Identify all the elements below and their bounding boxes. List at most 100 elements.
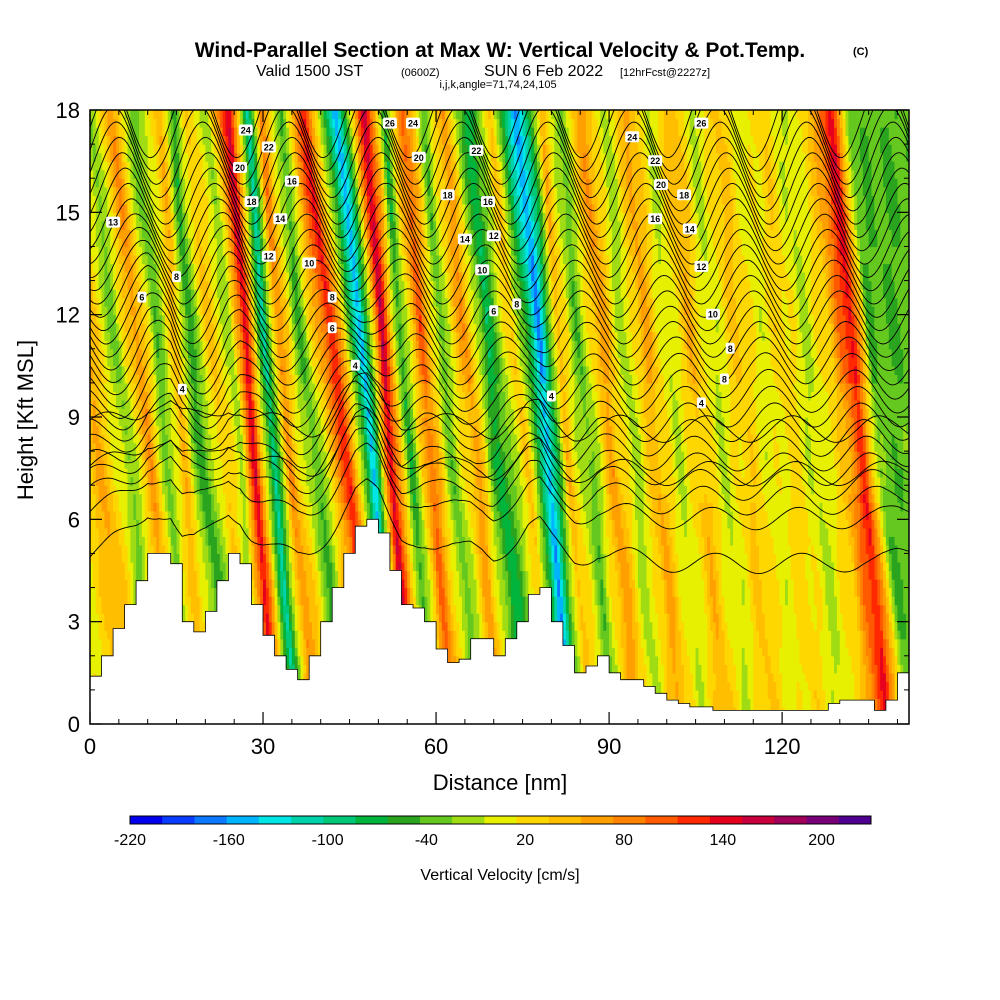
velocity-cell bbox=[150, 297, 155, 307]
velocity-cell bbox=[127, 246, 131, 256]
velocity-cell bbox=[141, 306, 146, 316]
velocity-cell bbox=[150, 169, 155, 179]
velocity-cell bbox=[136, 340, 140, 350]
velocity-cell bbox=[107, 110, 111, 120]
velocity-cell bbox=[90, 485, 94, 495]
velocity-cell bbox=[95, 135, 100, 145]
velocity-cell bbox=[133, 561, 137, 572]
velocity-cell bbox=[95, 587, 100, 597]
velocity-cell bbox=[95, 340, 100, 350]
velocity-cell bbox=[92, 579, 97, 589]
velocity-cell bbox=[98, 468, 103, 478]
velocity-cell bbox=[115, 493, 120, 503]
velocity-cell bbox=[101, 331, 106, 341]
velocity-cell bbox=[147, 527, 152, 537]
velocity-cell bbox=[113, 348, 117, 358]
velocity-cell bbox=[107, 613, 111, 623]
velocity-cell bbox=[162, 527, 166, 537]
velocity-cell bbox=[136, 399, 140, 410]
velocity-cell bbox=[133, 348, 137, 358]
velocity-cell bbox=[124, 425, 129, 435]
velocity-cell bbox=[101, 544, 106, 555]
velocity-cell bbox=[147, 399, 152, 410]
velocity-cell bbox=[124, 237, 129, 248]
velocity-cell bbox=[107, 570, 111, 580]
velocity-cell bbox=[118, 553, 123, 563]
velocity-cell bbox=[90, 331, 94, 341]
velocity-cell bbox=[107, 254, 111, 265]
velocity-cell bbox=[150, 510, 155, 520]
velocity-cell bbox=[156, 195, 160, 205]
velocity-cell bbox=[101, 647, 106, 657]
velocity-cell bbox=[141, 391, 146, 401]
velocity-cell bbox=[153, 365, 157, 375]
velocity-cell bbox=[139, 434, 143, 444]
velocity-cell bbox=[115, 348, 120, 358]
velocity-cell bbox=[92, 135, 97, 145]
velocity-cell bbox=[164, 442, 169, 452]
velocity-cell bbox=[147, 254, 152, 265]
velocity-cell bbox=[124, 169, 129, 179]
velocity-cell bbox=[150, 306, 155, 316]
velocity-cell bbox=[164, 263, 169, 273]
velocity-cell bbox=[141, 237, 146, 248]
velocity-cell bbox=[162, 118, 166, 128]
velocity-cell bbox=[164, 289, 169, 299]
velocity-cell bbox=[153, 417, 157, 427]
velocity-cell bbox=[98, 272, 103, 282]
velocity-cell bbox=[130, 246, 134, 256]
velocity-cell bbox=[115, 527, 120, 537]
velocity-cell bbox=[118, 110, 123, 120]
velocity-cell bbox=[130, 527, 134, 537]
velocity-cell bbox=[139, 544, 143, 555]
velocity-cell bbox=[139, 468, 143, 478]
velocity-cell bbox=[110, 272, 114, 282]
velocity-cell bbox=[156, 340, 160, 350]
velocity-cell bbox=[159, 459, 163, 469]
velocity-cell bbox=[104, 613, 108, 623]
velocity-cell bbox=[115, 485, 120, 495]
velocity-cell bbox=[113, 485, 117, 495]
velocity-cell bbox=[92, 365, 97, 375]
velocity-cell bbox=[156, 476, 160, 486]
velocity-cell bbox=[150, 365, 155, 375]
velocity-cell bbox=[118, 127, 123, 137]
velocity-cell bbox=[90, 110, 94, 120]
velocity-cell bbox=[113, 493, 117, 503]
velocity-cell bbox=[110, 391, 114, 401]
velocity-cell bbox=[159, 340, 163, 350]
velocity-cell bbox=[153, 272, 157, 282]
velocity-cell bbox=[139, 161, 143, 171]
velocity-cell bbox=[139, 357, 143, 367]
velocity-cell bbox=[124, 323, 129, 333]
velocity-cell bbox=[133, 203, 137, 213]
velocity-cell bbox=[141, 485, 146, 495]
velocity-cell bbox=[113, 110, 117, 120]
velocity-cell bbox=[141, 229, 146, 239]
velocity-cell bbox=[159, 442, 163, 452]
velocity-cell bbox=[92, 220, 97, 230]
velocity-cell bbox=[141, 152, 146, 162]
velocity-cell bbox=[153, 399, 157, 410]
velocity-cell bbox=[153, 468, 157, 478]
velocity-cell bbox=[159, 485, 163, 495]
velocity-cell bbox=[121, 493, 126, 503]
velocity-cell bbox=[141, 178, 146, 188]
velocity-cell bbox=[115, 561, 120, 572]
velocity-cell bbox=[121, 374, 126, 384]
velocity-cell bbox=[159, 135, 163, 145]
velocity-cell bbox=[104, 280, 108, 290]
velocity-cell bbox=[95, 118, 100, 128]
velocity-cell bbox=[107, 357, 111, 367]
velocity-cell bbox=[156, 374, 160, 384]
velocity-cell bbox=[164, 468, 169, 478]
velocity-cell bbox=[115, 365, 120, 375]
velocity-cell bbox=[153, 519, 157, 529]
velocity-cell bbox=[110, 340, 114, 350]
velocity-cell bbox=[92, 186, 97, 196]
velocity-cell bbox=[153, 135, 157, 145]
velocity-cell bbox=[101, 135, 106, 145]
velocity-cell bbox=[139, 110, 143, 120]
velocity-cell bbox=[144, 476, 149, 486]
velocity-cell bbox=[118, 254, 123, 265]
